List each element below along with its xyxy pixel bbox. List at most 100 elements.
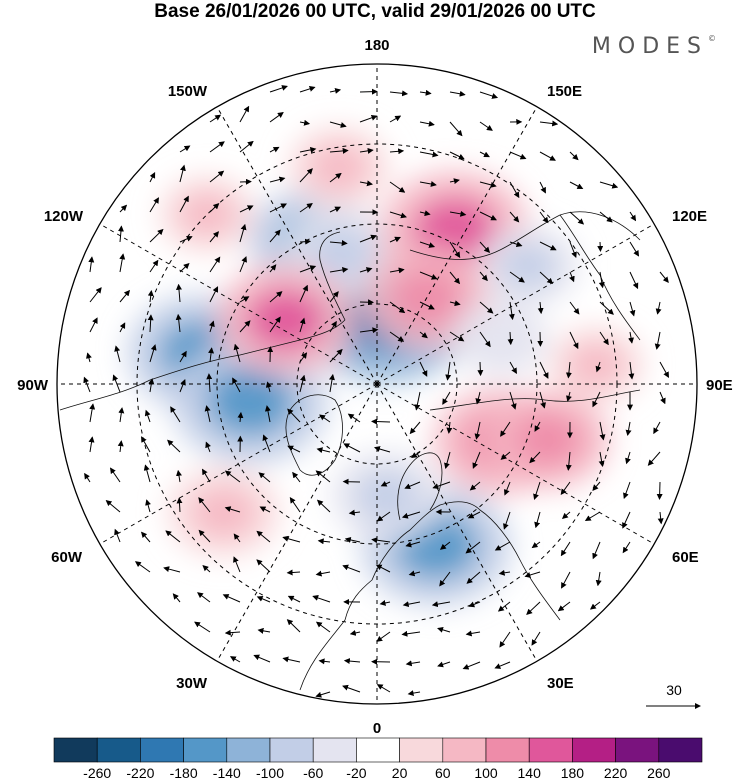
wind-arrow: [479, 241, 491, 254]
colorbar-swatch: [442, 737, 487, 763]
coast-greenland: [285, 394, 343, 476]
wind-arrow: [299, 317, 306, 333]
anomaly-blob-core: [513, 412, 583, 467]
anomaly-blob-core: [474, 317, 528, 360]
anomaly-blob-core: [569, 343, 623, 386]
lon-label-180: 180: [364, 37, 389, 54]
reference-vector-label: 30: [666, 682, 682, 698]
wind-arrow: [371, 537, 391, 544]
wind-arrow: [197, 592, 211, 603]
wind-arrow: [258, 472, 271, 483]
wind-arrow: [629, 241, 640, 257]
wind-arrow: [524, 571, 541, 578]
wind-arrow: [208, 347, 215, 363]
lon-label-150e: 150E: [547, 83, 582, 100]
wind-arrow: [599, 211, 613, 223]
wind-arrow: [315, 691, 331, 698]
wind-arrow: [599, 331, 609, 346]
wind-arrow: [237, 411, 244, 423]
wind-arrow: [89, 403, 96, 423]
wind-arrow: [654, 331, 661, 350]
wind-arrow: [479, 91, 499, 99]
wind-arrow: [503, 481, 511, 496]
wind-arrow: [175, 283, 182, 303]
wind-arrow: [147, 289, 154, 303]
wind-arrow: [114, 345, 121, 363]
wind-arrow: [449, 210, 467, 217]
colorbar-swatch: [269, 737, 314, 763]
wind-arrow: [449, 271, 461, 285]
wind-arrow: [149, 197, 159, 213]
wind-arrow: [114, 528, 121, 543]
wind-arrow: [539, 241, 557, 251]
wind-arrow: [595, 361, 602, 373]
wind-arrow: [437, 661, 451, 668]
wind-arrow: [537, 301, 544, 315]
wind-arrow: [299, 85, 316, 93]
wind-arrow: [628, 361, 635, 380]
wind-arrow: [209, 114, 222, 123]
wind-arrow: [629, 211, 637, 222]
wind-arrow: [329, 348, 343, 363]
wind-arrow: [269, 229, 281, 243]
wind-arrow: [239, 140, 254, 153]
wind-arrow: [149, 259, 159, 273]
wind-arrow: [509, 241, 523, 248]
wind-arrow: [449, 151, 465, 160]
wind-arrow: [299, 238, 312, 245]
wind-arrow: [209, 170, 225, 183]
colorbar-swatch: [183, 737, 228, 763]
wind-arrow: [500, 421, 511, 437]
wind-arrow: [119, 253, 126, 273]
wind-arrow: [539, 271, 554, 285]
wind-arrow: [176, 497, 183, 513]
wind-arrow: [209, 256, 221, 273]
wind-arrow: [239, 223, 247, 243]
colorbar: -260 -220 -180 -140 -100 -60 -20 20 60 100 140 180 2…: [53, 737, 703, 781]
wind-arrow: [118, 407, 125, 423]
colorbar-label: 260: [647, 765, 671, 781]
wind-arrow: [468, 601, 481, 608]
wind-arrow: [653, 421, 661, 435]
wind-arrow: [143, 464, 151, 483]
wind-arrow: [569, 211, 585, 225]
wind-arrow: [389, 301, 406, 314]
wind-arrow: [179, 235, 193, 243]
wind-arrow: [589, 601, 601, 610]
wind-arrow: [439, 541, 451, 550]
wind-arrow: [376, 631, 391, 642]
wind-arrow: [466, 571, 481, 584]
wind-arrow: [167, 439, 181, 453]
colorbar-swatch: [140, 737, 184, 763]
wind-arrow: [560, 541, 571, 557]
wind-arrow: [509, 181, 520, 199]
wind-arrow: [342, 684, 361, 693]
anomaly-blob-core: [246, 289, 325, 351]
wind-arrow: [449, 90, 466, 97]
lon-label-120w: 120W: [44, 208, 84, 225]
wind-arrow: [287, 408, 301, 423]
wind-arrow: [442, 391, 451, 405]
wind-arrow: [299, 146, 317, 153]
wind-arrow: [179, 195, 189, 213]
lon-label-120e: 120E: [672, 208, 707, 225]
map-title: Base 26/01/2026 00 UTC, valid 29/01/2026…: [154, 1, 596, 22]
wind-arrow: [257, 627, 271, 634]
wind-arrow: [498, 569, 511, 576]
wind-arrow: [329, 373, 335, 393]
wind-arrow: [287, 595, 301, 603]
meridian-line: [376, 106, 538, 385]
wind-arrow: [479, 151, 490, 158]
anomaly-blob-core: [355, 470, 419, 521]
colorbar-swatch: [399, 737, 444, 763]
wind-arrow: [539, 181, 546, 194]
wind-arrow: [503, 511, 511, 530]
wind-arrow: [134, 561, 151, 573]
wind-arrow: [389, 267, 405, 274]
colorbar-swatch: [528, 737, 573, 763]
wind-arrow: [165, 530, 181, 543]
wind-arrow: [198, 529, 211, 543]
wind-arrow: [389, 148, 405, 155]
colorbar-label: -20: [346, 765, 366, 781]
colorbar-label: 140: [518, 765, 542, 781]
